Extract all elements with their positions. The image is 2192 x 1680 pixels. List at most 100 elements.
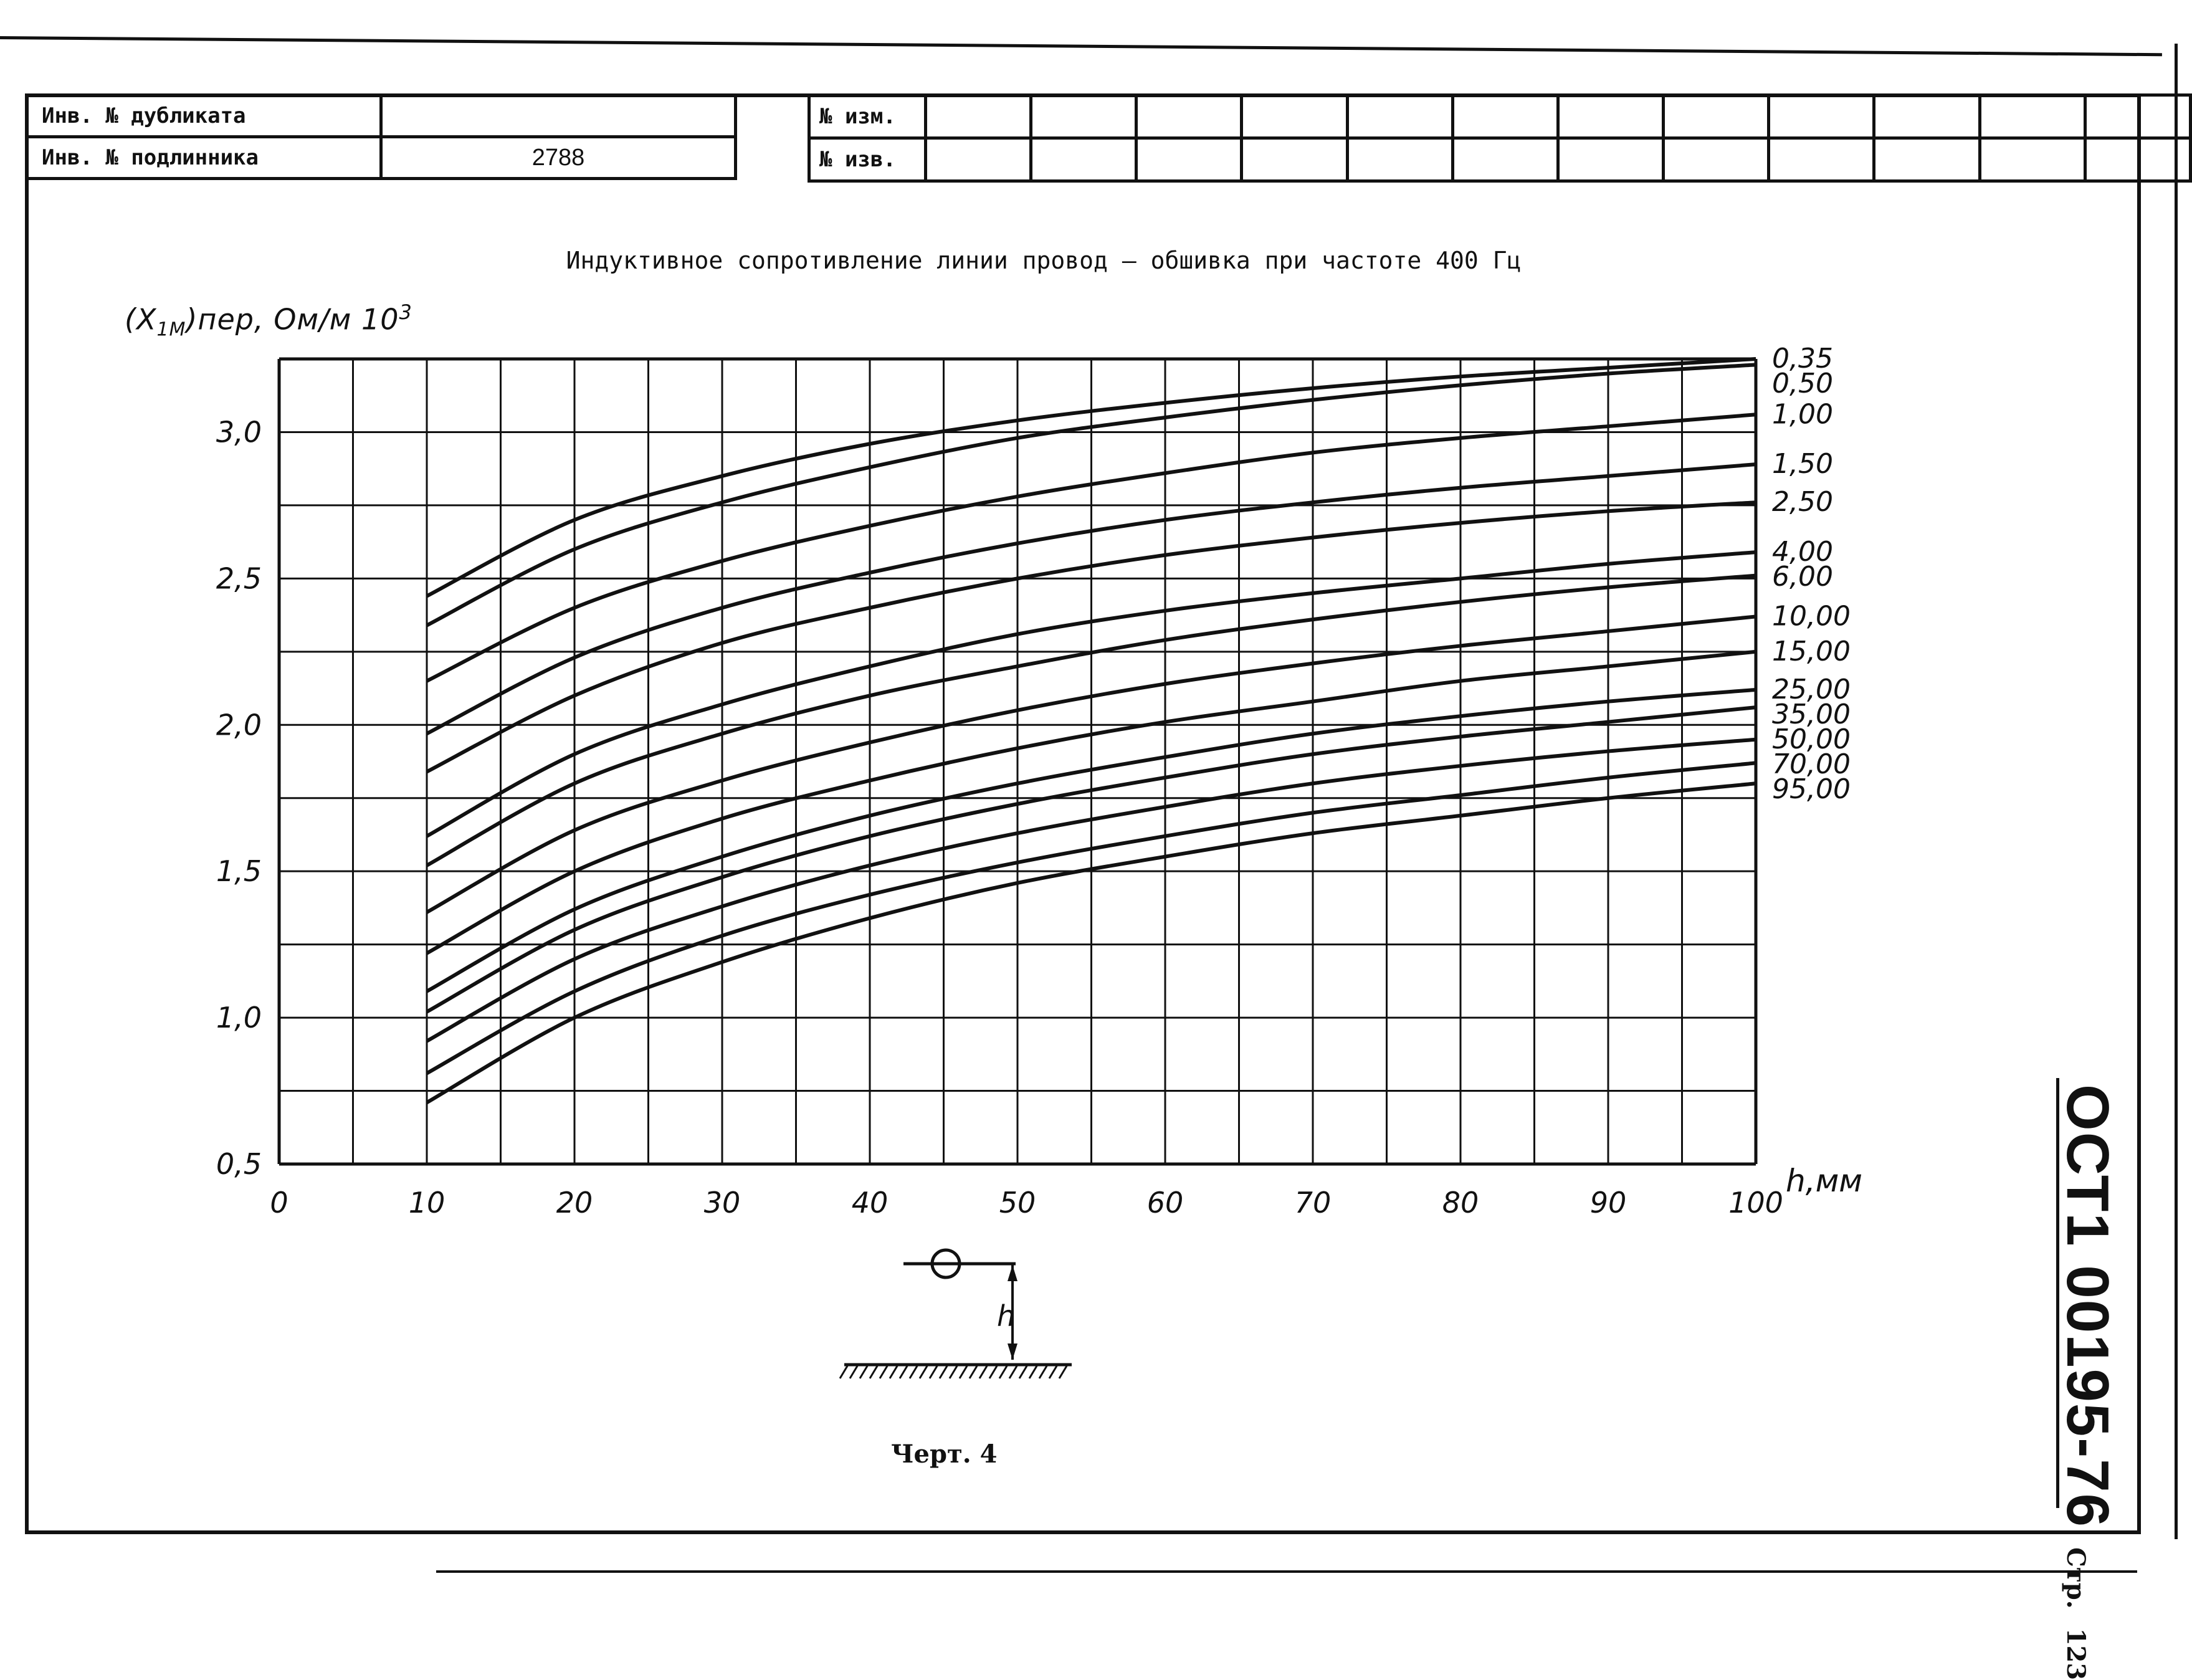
series-label: 25,00: [1772, 674, 1851, 705]
series-label: 2,50: [1772, 486, 1833, 518]
x-tick-label: 80: [1442, 1186, 1479, 1219]
series-label: 50,00: [1772, 723, 1851, 755]
series-curves: [426, 357, 1756, 1104]
hatch-stroke: [978, 1365, 988, 1379]
y-tick-label: 2,5: [216, 561, 262, 595]
series-line: [426, 500, 1756, 774]
series-line: [426, 357, 1756, 598]
rev-cell: [1240, 93, 1349, 140]
series-label: 35,00: [1772, 699, 1851, 730]
y-axis-label-sup: 3: [399, 300, 412, 324]
rev-no-label: № изм.: [808, 93, 927, 140]
x-tick-label: 10: [409, 1186, 446, 1219]
rev-cell: [1029, 136, 1138, 183]
rev-cell: [2083, 136, 2192, 183]
rev-cell: [1451, 136, 1560, 183]
arrow-up: [1008, 1265, 1017, 1281]
hatch-stroke: [1028, 1365, 1038, 1379]
inv-original-label: Инв. № подлинника: [25, 135, 383, 180]
stamp-divider: [2056, 1078, 2059, 1508]
rev-cell: [923, 93, 1033, 140]
inventory-row-original: Инв. № подлинника 2788: [25, 135, 737, 180]
series-line: [426, 363, 1756, 628]
x-tick-label: 90: [1590, 1186, 1627, 1219]
grid-lines: [277, 357, 1758, 1166]
y-tick-label: 3,0: [216, 415, 262, 449]
series-label: 1,00: [1772, 398, 1833, 430]
revision-row-notice: № изв.: [808, 136, 2192, 183]
y-axis-label: (X1M)пер, Ом/м 103: [125, 300, 412, 341]
rev-cell: [1556, 93, 1665, 140]
figure-caption: Черт. 4: [891, 1439, 998, 1469]
series-label: 6,00: [1772, 561, 1833, 593]
sheet-bottom-line: [436, 1570, 2137, 1573]
hatch-stroke: [948, 1365, 958, 1379]
x-tick-label: 50: [999, 1186, 1036, 1219]
series-line: [426, 705, 1756, 1014]
series-line: [426, 649, 1756, 955]
ground-hatching: [839, 1365, 1068, 1379]
y-axis-label-sub: 1M: [156, 318, 186, 341]
series-label: 0,50: [1772, 368, 1833, 399]
x-tick-label: 20: [556, 1186, 593, 1219]
height-diagram: h: [839, 1248, 1072, 1379]
rev-cell: [1345, 93, 1454, 140]
chart-title: Индуктивное сопротивление линии провод –…: [566, 247, 1522, 274]
series-line: [426, 550, 1756, 838]
series-label: 95,00: [1772, 773, 1851, 805]
page-number: 123: [2061, 1628, 2090, 1680]
hatch-stroke: [879, 1365, 889, 1379]
hatch-stroke: [998, 1365, 1008, 1379]
rev-cell: [1872, 93, 1981, 140]
x-tick-label: 40: [852, 1186, 889, 1219]
hatch-stroke: [898, 1365, 908, 1379]
x-tick-label: 70: [1295, 1186, 1332, 1219]
hatch-stroke: [869, 1365, 879, 1379]
hatch-stroke: [859, 1365, 869, 1379]
inventory-table: Инв. № дубликата Инв. № подлинника 2788: [25, 93, 737, 180]
inventory-row-duplicate: Инв. № дубликата: [25, 93, 737, 138]
x-tick-label: 60: [1147, 1186, 1184, 1219]
wire-circle: [930, 1248, 961, 1279]
hatch-stroke: [1038, 1365, 1048, 1379]
arrow-down: [1008, 1344, 1017, 1360]
series-label: 1,50: [1772, 448, 1833, 480]
tick-labels: 0,350,501,001,502,504,006,0010,0015,0025…: [216, 343, 1862, 1219]
revision-row-change: № изм.: [808, 93, 2192, 140]
h-dimension-label: h: [997, 1299, 1015, 1333]
series-line: [426, 687, 1756, 993]
rev-cell: [1662, 93, 1771, 140]
series-line: [426, 781, 1756, 1104]
inv-duplicate-label: Инв. № дубликата: [25, 93, 383, 138]
rev-cell: [1135, 93, 1244, 140]
rev-cell: [1767, 93, 1876, 140]
y-tick-label: 1,0: [216, 1001, 262, 1034]
rev-cell: [1556, 136, 1665, 183]
hatch-stroke: [839, 1365, 849, 1379]
hatch-stroke: [889, 1365, 898, 1379]
hatch-stroke: [928, 1365, 938, 1379]
x-tick-label: 0: [270, 1186, 288, 1219]
hatch-stroke: [1008, 1365, 1018, 1379]
hatch-stroke: [1018, 1365, 1028, 1379]
document-code: ОСТ1 00195-76: [2054, 1084, 2121, 1529]
rev-cell: [1029, 93, 1138, 140]
hatch-stroke: [1058, 1365, 1068, 1379]
x-tick-label: 30: [704, 1186, 741, 1219]
chart-plot: 0,350,501,001,502,504,006,0010,0015,0025…: [216, 343, 1862, 1379]
series-line: [426, 573, 1756, 867]
rev-cell: [1135, 136, 1244, 183]
series-line: [426, 413, 1756, 683]
series-label: 10,00: [1772, 600, 1851, 632]
series-line: [426, 737, 1756, 1043]
hatch-stroke: [968, 1365, 978, 1379]
series-line: [426, 761, 1756, 1075]
rev-cell: [1978, 136, 2087, 183]
rev-cell: [1978, 93, 2087, 140]
hatch-stroke: [918, 1365, 928, 1379]
hatch-stroke: [958, 1365, 968, 1379]
sheet-right-border: [2175, 44, 2178, 1539]
hatch-stroke: [849, 1365, 859, 1379]
rev-cell: [1767, 136, 1876, 183]
page-label: Стр.: [2061, 1547, 2090, 1609]
